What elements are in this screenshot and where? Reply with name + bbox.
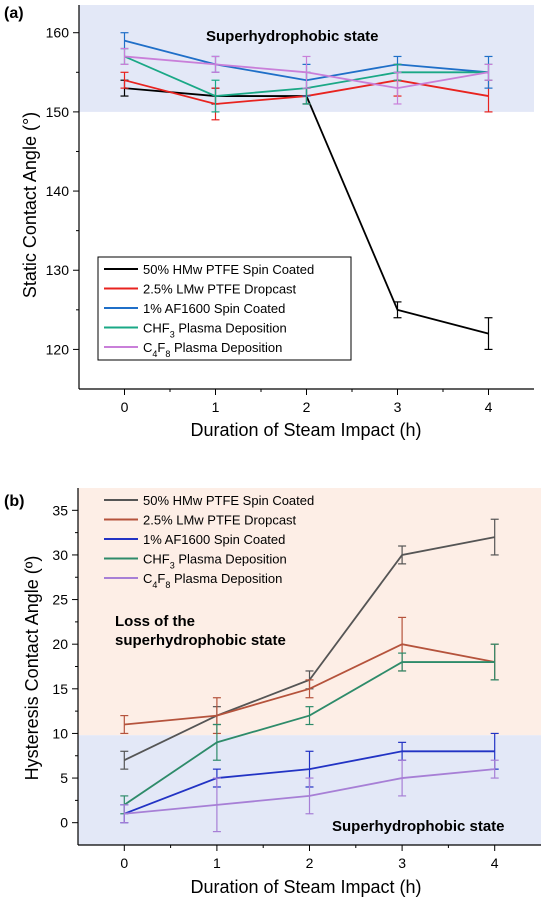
legend-label: 50% HMw PTFE Spin Coated (143, 493, 314, 508)
legend-label: 1% AF1600 Spin Coated (143, 532, 285, 547)
panel-a-y-axis-title: Static Contact Angle (°) (20, 112, 40, 298)
x-tick-label: 4 (485, 399, 493, 415)
legend-label: CHF3 Plasma Deposition (143, 321, 287, 340)
x-tick-label: 2 (306, 855, 314, 871)
legend-label: C4F8 Plasma Deposition (143, 571, 282, 590)
x-tick-label: 3 (394, 399, 402, 415)
panel-b-region-bottom-label: Superhydrophobic state (332, 818, 505, 835)
x-tick-label: 0 (120, 855, 128, 871)
legend-label: 2.5% LMw PTFE Dropcast (143, 282, 297, 297)
y-tick-label: 30 (52, 547, 68, 563)
panel-b-y-axis-title: Hysteresis Contact Angle (º) (22, 556, 42, 781)
y-tick-label: 120 (46, 341, 70, 357)
legend-label: 1% AF1600 Spin Coated (143, 301, 285, 316)
x-tick-label: 2 (303, 399, 311, 415)
x-tick-label: 3 (398, 855, 406, 871)
panel-a-region-label: Superhydrophobic state (206, 28, 379, 45)
x-tick-label: 1 (213, 855, 221, 871)
y-tick-label: 150 (46, 104, 70, 120)
x-tick-label: 4 (491, 855, 499, 871)
y-tick-label: 130 (46, 262, 70, 278)
panel-b-region-loss-line1: Loss of the (115, 613, 195, 630)
panel-a-x-axis-title: Duration of Steam Impact (h) (190, 420, 421, 440)
legend-label: 2.5% LMw PTFE Dropcast (143, 513, 297, 528)
panel-b-label: (b) (4, 493, 24, 510)
legend-label: C4F8 Plasma Deposition (143, 340, 282, 359)
panel-b: 0 1 2 3 4 0 5 10 15 20 25 30 35 50% HMw PTFE Spin Coa… (52, 488, 541, 871)
panel-b-x-axis-title: Duration of Steam Impact (h) (190, 877, 421, 897)
legend-label: 50% HMw PTFE Spin Coated (143, 262, 314, 277)
y-tick-label: 35 (52, 502, 68, 518)
y-tick-label: 0 (60, 815, 68, 831)
y-tick-label: 15 (52, 681, 68, 697)
y-tick-label: 160 (46, 25, 70, 41)
y-tick-label: 5 (60, 770, 68, 786)
legend-box (97, 256, 352, 361)
x-tick-label: 1 (212, 399, 220, 415)
x-tick-label: 0 (121, 399, 129, 415)
panel-b-region-loss-line2: superhydrophobic state (115, 632, 286, 649)
panel-a-label: (a) (4, 5, 24, 22)
y-tick-label: 10 (52, 725, 68, 741)
legend-label: CHF3 Plasma Deposition (143, 552, 287, 571)
panel-a: 0 1 2 3 4 120 130 140 150 160 50% HMw PTFE Spin Co… (46, 5, 534, 415)
y-tick-label: 140 (46, 183, 70, 199)
y-tick-label: 20 (52, 636, 68, 652)
y-tick-label: 25 (52, 592, 68, 608)
